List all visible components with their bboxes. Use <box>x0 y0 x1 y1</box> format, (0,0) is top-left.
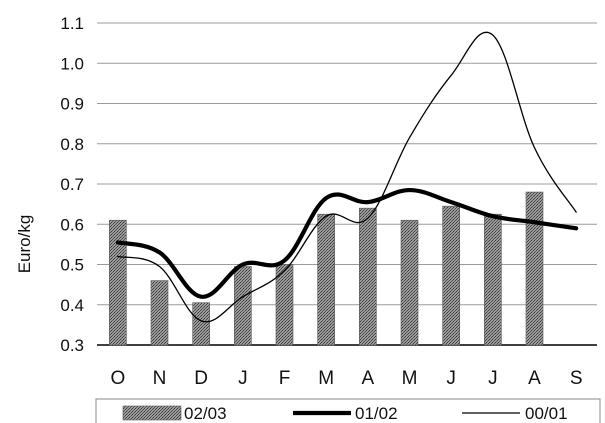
legend-label: 00/01 <box>525 404 568 423</box>
y-tick-label: 0.6 <box>60 215 84 234</box>
x-tick-label: J <box>446 368 456 389</box>
bar <box>109 219 127 346</box>
legend-swatch <box>122 405 182 421</box>
bar-series <box>109 191 544 346</box>
y-tick-label: 0.8 <box>60 135 84 154</box>
legend-box <box>95 398 601 423</box>
series-line <box>115 187 579 299</box>
y-tick-label: 1.0 <box>60 54 84 73</box>
legend-label: 02/03 <box>184 404 227 423</box>
x-tick-label: J <box>488 368 498 389</box>
grid-lines <box>97 22 597 346</box>
y-axis-ticks: 0.3 0.4 0.5 0.6 0.7 0.8 0.9 1.0 1.1 <box>60 14 84 355</box>
bar <box>359 207 377 346</box>
bar <box>442 205 460 346</box>
y-tick-label: 0.9 <box>60 95 84 114</box>
x-tick-label: N <box>153 368 167 389</box>
bar <box>400 219 419 346</box>
y-tick-label: 1.1 <box>60 14 84 33</box>
legend: 02/03 01/02 00/01 <box>95 398 601 423</box>
y-tick-label: 0.3 <box>60 336 84 355</box>
bar <box>317 213 335 346</box>
x-tick-label: A <box>528 368 541 389</box>
line-series <box>115 31 579 323</box>
x-tick-label: J <box>238 368 248 389</box>
x-tick-label: D <box>194 368 208 389</box>
x-tick-label: S <box>570 368 583 389</box>
bar <box>192 302 210 346</box>
x-tick-label: O <box>110 368 125 389</box>
bar <box>150 280 169 346</box>
x-tick-label: A <box>361 368 374 389</box>
bar <box>234 266 252 346</box>
bar <box>275 264 294 346</box>
y-axis-label: Euro/kg <box>15 215 34 274</box>
bar <box>525 191 544 346</box>
y-tick-label: 0.5 <box>60 256 84 275</box>
x-tick-label: M <box>318 368 334 389</box>
x-tick-label: M <box>402 368 418 389</box>
series-line <box>117 31 577 323</box>
y-tick-label: 0.7 <box>60 175 84 194</box>
legend-label: 01/02 <box>355 404 398 423</box>
y-tick-label: 0.4 <box>60 296 84 315</box>
x-tick-label: F <box>279 368 291 389</box>
bar <box>484 213 502 346</box>
